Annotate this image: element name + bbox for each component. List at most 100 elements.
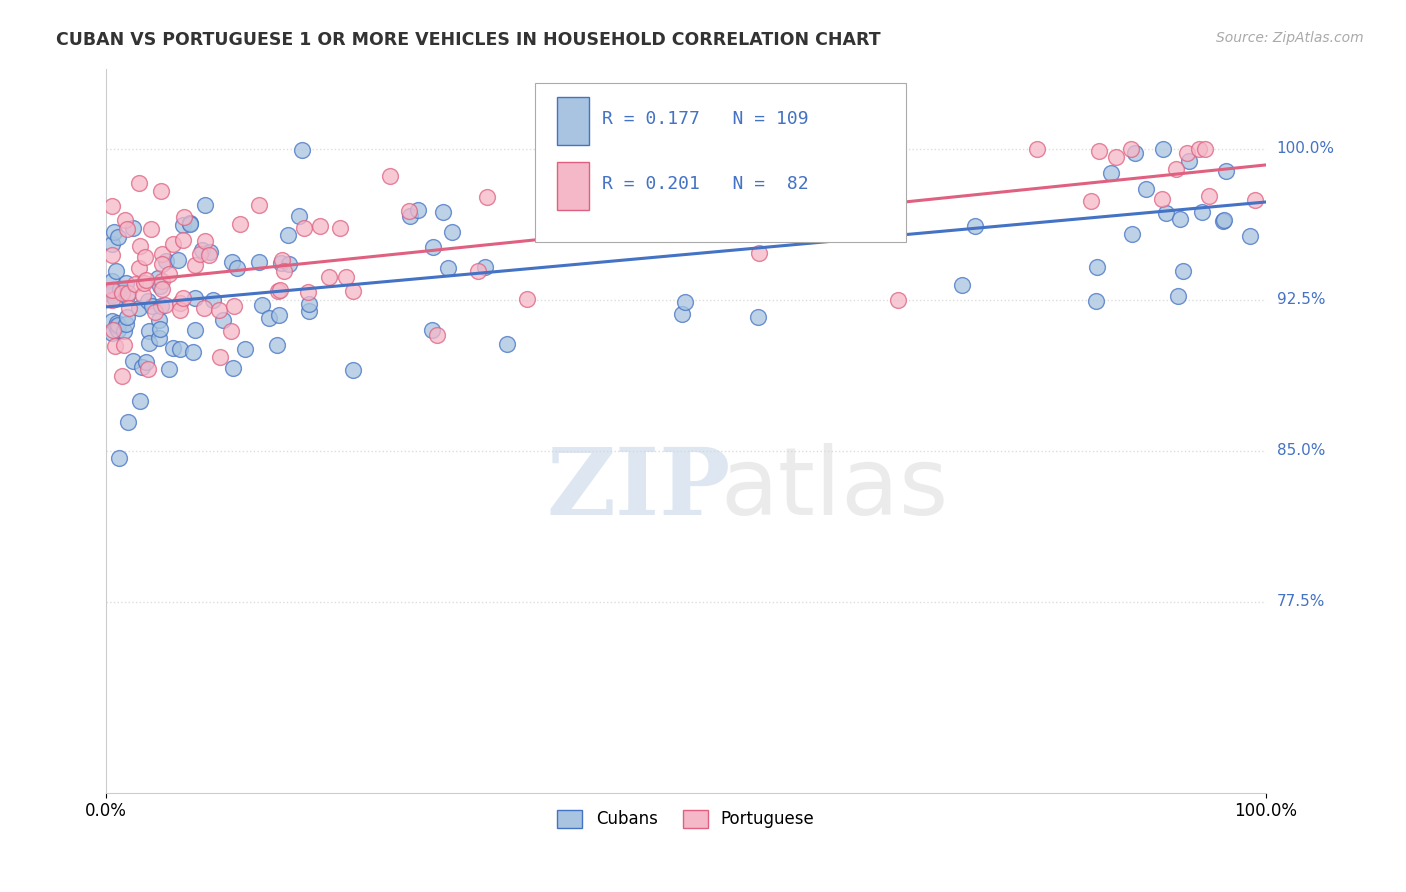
Point: [191, 243, 214, 257]
Point: [115, 276, 138, 290]
Point: [1085, 260, 1108, 275]
Point: [1168, 211, 1191, 226]
Point: [496, 336, 519, 351]
Point: [1152, 192, 1174, 206]
Point: [166, 253, 188, 268]
Point: [1215, 164, 1237, 178]
Point: [207, 302, 229, 317]
Point: [101, 283, 124, 297]
Point: [1123, 145, 1146, 160]
Point: [181, 345, 204, 359]
Text: 77.5%: 77.5%: [1277, 594, 1324, 609]
Point: [1080, 194, 1102, 208]
Point: [117, 415, 139, 429]
Point: [101, 293, 124, 307]
Point: [1213, 213, 1236, 227]
Point: [152, 282, 174, 296]
Point: [882, 182, 904, 196]
Point: [664, 212, 686, 227]
Point: [673, 295, 696, 310]
Point: [277, 257, 299, 271]
Point: [149, 279, 172, 293]
Point: [121, 353, 143, 368]
Point: [318, 270, 340, 285]
Point: [467, 264, 489, 278]
Point: [873, 211, 896, 226]
Point: [329, 220, 352, 235]
Point: [150, 274, 173, 288]
Point: [1026, 142, 1049, 156]
Point: [150, 184, 173, 198]
Point: [172, 219, 194, 233]
FancyBboxPatch shape: [557, 162, 589, 211]
Point: [148, 271, 170, 285]
Point: [1087, 144, 1109, 158]
Point: [335, 269, 357, 284]
Point: [136, 293, 159, 308]
Point: [398, 204, 420, 219]
Point: [291, 143, 314, 157]
Point: [128, 261, 150, 276]
Point: [172, 233, 194, 247]
Point: [598, 196, 620, 211]
Point: [1175, 145, 1198, 160]
Point: [101, 326, 124, 341]
Point: [131, 288, 153, 302]
Point: [183, 258, 205, 272]
Point: [179, 217, 201, 231]
Point: [229, 218, 252, 232]
Point: [107, 230, 129, 244]
Point: [748, 245, 770, 260]
Point: [273, 263, 295, 277]
Point: [219, 324, 242, 338]
Point: [104, 292, 127, 306]
Point: [107, 318, 129, 333]
Point: [288, 210, 311, 224]
Point: [437, 260, 460, 275]
Point: [107, 323, 129, 337]
Point: [157, 362, 180, 376]
Point: [887, 293, 910, 307]
Point: [103, 225, 125, 239]
Point: [432, 205, 454, 219]
Point: [267, 308, 290, 322]
Point: [139, 221, 162, 235]
Point: [114, 212, 136, 227]
Point: [157, 267, 180, 281]
Point: [1085, 294, 1108, 309]
Point: [138, 336, 160, 351]
Point: [1167, 289, 1189, 303]
Point: [101, 285, 124, 299]
Point: [131, 360, 153, 375]
Point: [292, 221, 315, 235]
Point: [150, 299, 173, 313]
Point: [101, 288, 124, 302]
Point: [117, 310, 139, 325]
Point: [1099, 166, 1122, 180]
Point: [138, 324, 160, 338]
Point: [426, 327, 449, 342]
Point: [1171, 264, 1194, 278]
Text: CUBAN VS PORTUGUESE 1 OR MORE VEHICLES IN HOUSEHOLD CORRELATION CHART: CUBAN VS PORTUGUESE 1 OR MORE VEHICLES I…: [56, 31, 882, 49]
Point: [117, 286, 139, 301]
Point: [134, 250, 156, 264]
Point: [564, 187, 586, 202]
Point: [1121, 227, 1143, 242]
Point: [162, 341, 184, 355]
Point: [441, 225, 464, 239]
Point: [148, 331, 170, 345]
FancyBboxPatch shape: [536, 83, 907, 243]
Point: [950, 277, 973, 292]
Point: [193, 301, 215, 315]
Point: [342, 362, 364, 376]
Point: [115, 222, 138, 236]
Point: [105, 264, 128, 278]
Point: [124, 277, 146, 292]
Point: [672, 194, 695, 208]
Point: [108, 451, 131, 466]
Point: [1191, 205, 1213, 219]
Point: [250, 298, 273, 312]
Point: [101, 199, 124, 213]
Point: [534, 205, 557, 219]
Text: R = 0.201   N =  82: R = 0.201 N = 82: [602, 176, 808, 194]
